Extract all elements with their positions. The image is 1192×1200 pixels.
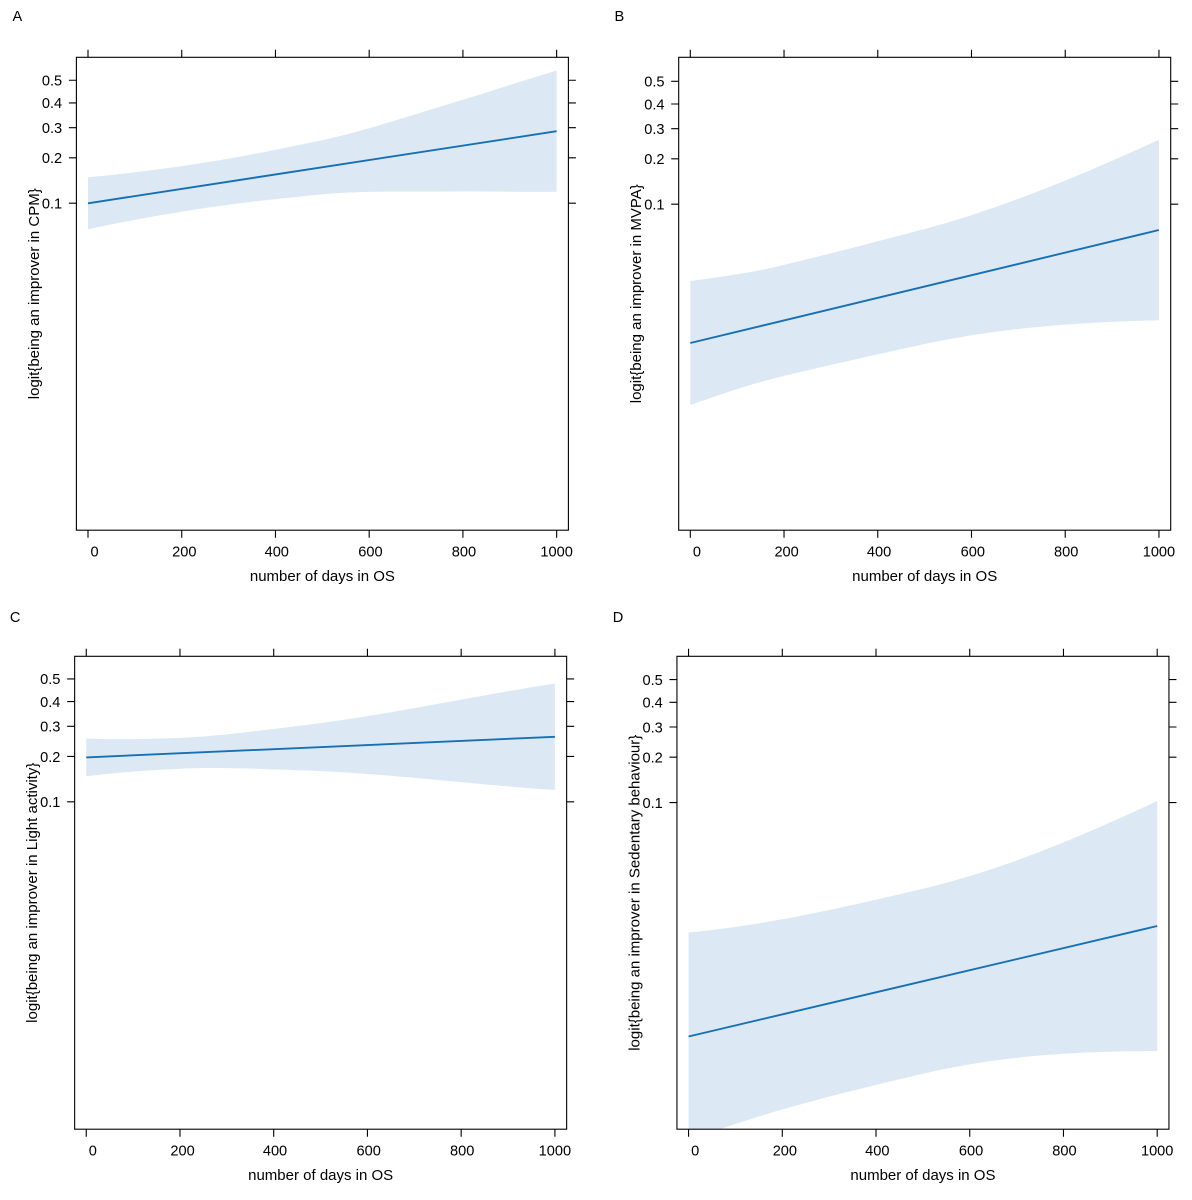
- svg-text:0: 0: [691, 1144, 699, 1160]
- svg-text:number of days in OS: number of days in OS: [250, 568, 395, 585]
- svg-text:0.1: 0.1: [642, 796, 662, 812]
- svg-text:logit{being an improver in CPM: logit{being an improver in CPM}: [26, 188, 43, 399]
- svg-text:0.5: 0.5: [642, 673, 662, 689]
- svg-text:0: 0: [91, 545, 99, 561]
- svg-text:D: D: [613, 610, 624, 626]
- svg-text:200: 200: [773, 1144, 797, 1160]
- svg-text:600: 600: [961, 545, 985, 561]
- svg-text:number of days in OS: number of days in OS: [852, 568, 997, 585]
- svg-text:0.1: 0.1: [644, 198, 664, 214]
- svg-text:0.3: 0.3: [40, 720, 60, 736]
- svg-text:400: 400: [265, 545, 289, 561]
- svg-text:1000: 1000: [540, 545, 572, 561]
- svg-text:600: 600: [358, 545, 382, 561]
- svg-text:1000: 1000: [539, 1144, 571, 1160]
- svg-text:0.1: 0.1: [40, 795, 60, 811]
- svg-text:0: 0: [89, 1144, 97, 1160]
- svg-text:400: 400: [865, 1144, 889, 1160]
- svg-text:0: 0: [693, 545, 701, 561]
- svg-text:0.2: 0.2: [40, 750, 60, 766]
- svg-text:logit{being an improver in Sed: logit{being an improver in Sedentary beh…: [626, 735, 643, 1051]
- svg-text:600: 600: [959, 1144, 983, 1160]
- svg-text:0.2: 0.2: [642, 750, 662, 766]
- svg-text:0.4: 0.4: [40, 695, 60, 711]
- svg-text:0.2: 0.2: [42, 151, 62, 167]
- svg-text:0.5: 0.5: [40, 672, 60, 688]
- svg-text:number of days in OS: number of days in OS: [850, 1167, 995, 1184]
- svg-text:logit{being an improver in MVP: logit{being an improver in MVPA}: [628, 184, 645, 403]
- svg-text:0.4: 0.4: [644, 97, 664, 113]
- svg-text:number of days in OS: number of days in OS: [248, 1167, 393, 1184]
- svg-text:400: 400: [867, 545, 891, 561]
- svg-text:0.3: 0.3: [642, 720, 662, 736]
- svg-text:1000: 1000: [1141, 1144, 1173, 1160]
- svg-text:800: 800: [450, 1144, 474, 1160]
- svg-text:800: 800: [452, 545, 476, 561]
- svg-text:1000: 1000: [1143, 545, 1175, 561]
- svg-text:0.3: 0.3: [644, 122, 664, 138]
- svg-text:600: 600: [357, 1144, 381, 1160]
- svg-text:200: 200: [170, 1144, 194, 1160]
- svg-text:B: B: [615, 9, 625, 25]
- svg-text:0.5: 0.5: [42, 74, 62, 90]
- svg-text:0.2: 0.2: [644, 152, 664, 168]
- svg-text:800: 800: [1054, 545, 1078, 561]
- svg-text:0.4: 0.4: [42, 96, 62, 112]
- svg-text:200: 200: [172, 545, 196, 561]
- svg-text:0.4: 0.4: [642, 696, 662, 712]
- svg-text:A: A: [13, 9, 23, 25]
- svg-text:800: 800: [1052, 1144, 1076, 1160]
- svg-text:logit{being an improver in Lig: logit{being an improver in Light activit…: [24, 763, 41, 1023]
- svg-text:C: C: [10, 610, 21, 626]
- svg-text:0.1: 0.1: [42, 196, 62, 212]
- svg-text:400: 400: [263, 1144, 287, 1160]
- svg-text:200: 200: [774, 545, 798, 561]
- svg-text:0.5: 0.5: [644, 75, 664, 91]
- svg-text:0.3: 0.3: [42, 121, 62, 137]
